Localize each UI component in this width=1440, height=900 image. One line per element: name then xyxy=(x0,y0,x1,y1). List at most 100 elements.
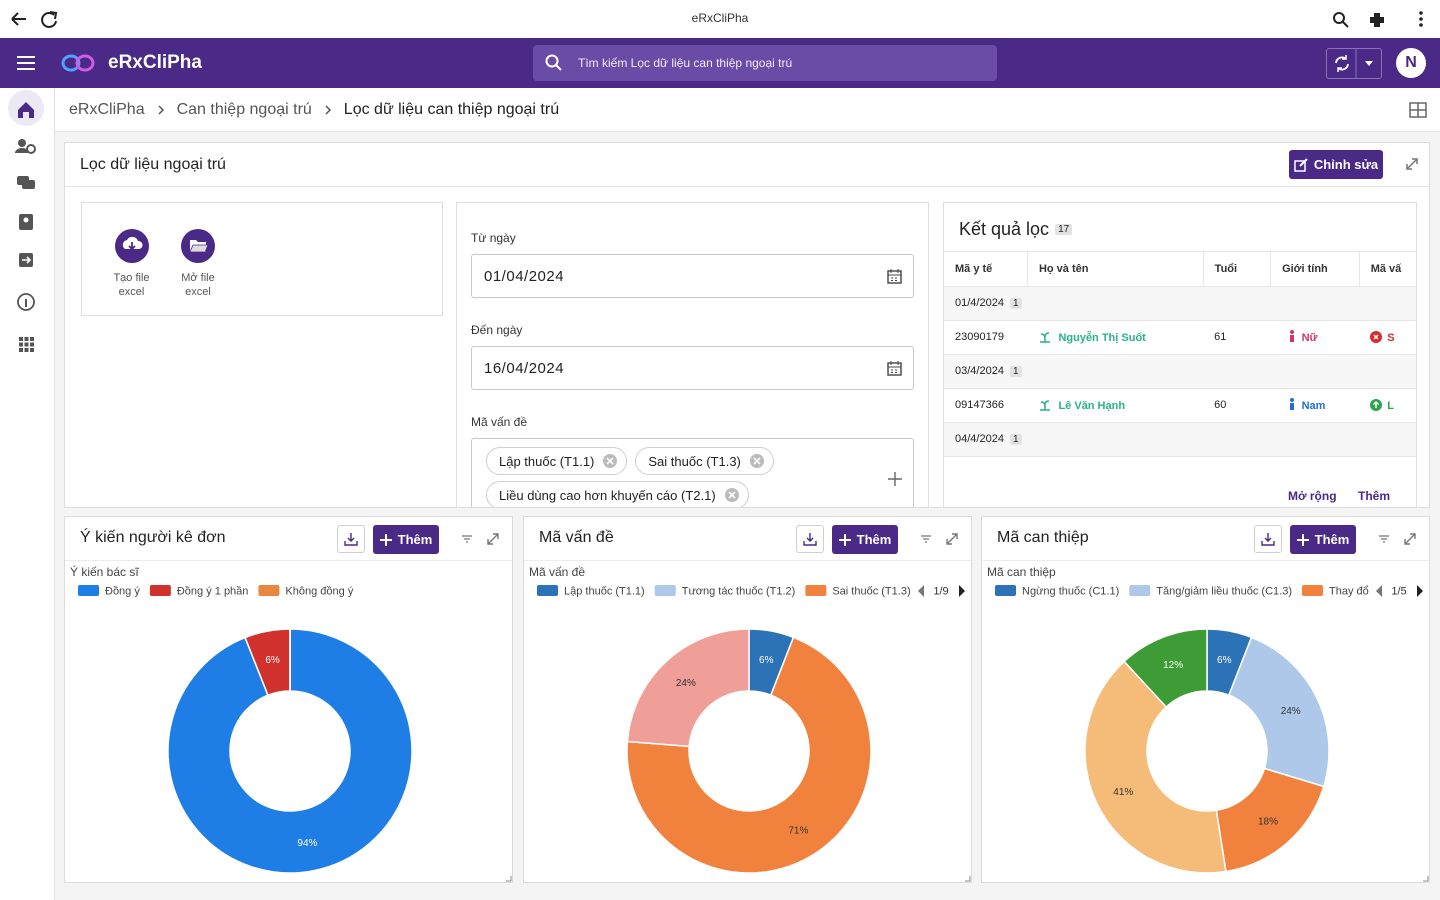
legend-prev[interactable] xyxy=(918,585,924,597)
legend-label[interactable]: Lập thuốc (T1.1) xyxy=(564,586,645,598)
add-button[interactable]: Thêm xyxy=(832,525,898,554)
tag[interactable]: Sai thuốc (T1.3) xyxy=(635,447,774,475)
filter-icon xyxy=(462,535,472,543)
browser-icons[interactable] xyxy=(1330,9,1430,31)
gender-icon xyxy=(1289,330,1294,342)
browser-title: eRxCliPha xyxy=(691,11,749,25)
slice-label: 41% xyxy=(1113,787,1133,798)
status-icon xyxy=(1370,330,1383,343)
data-row[interactable]: 23090179 Nguyễn Thị Suốt 61 Nữ S xyxy=(944,320,1416,355)
legend-label[interactable]: Tăng/giảm liều thuốc (C1.3) xyxy=(1156,586,1292,598)
legend-page: 1/5 xyxy=(1391,586,1406,598)
panel-icons[interactable] xyxy=(460,532,500,546)
plus-icon xyxy=(379,533,392,546)
legend-swatch xyxy=(995,585,1016,596)
calendar-icons[interactable] xyxy=(887,268,903,378)
slice-label: 6% xyxy=(265,655,280,666)
layout-icon[interactable] xyxy=(1409,102,1427,118)
browser-bar: eRxCliPha xyxy=(0,0,1440,38)
date-input[interactable]: 01/04/2024 xyxy=(471,254,914,298)
tag[interactable]: Liều dùng cao hơn khuyến cáo (T2.1) xyxy=(486,481,749,507)
legend-label[interactable]: Đồng ý 1 phần xyxy=(177,586,249,598)
group-cell: 04/4/2024 1 xyxy=(944,422,1416,457)
add-label: Thêm xyxy=(856,532,892,547)
group-row: 03/4/2024 1 xyxy=(944,354,1416,389)
sync-button[interactable] xyxy=(1326,48,1382,79)
slice-label: 94% xyxy=(297,838,317,849)
date-input[interactable]: 16/04/2024 xyxy=(471,346,914,390)
legend-next[interactable] xyxy=(1417,585,1423,597)
panel-icons[interactable] xyxy=(1377,532,1417,546)
separator xyxy=(158,105,164,115)
panel-header: Ý kiến người kê đơn Thêm xyxy=(65,517,512,561)
results-table: Mã y tế Họ và tên Tuổi Giới tính Mã vấ 01/4/2… xyxy=(944,252,1416,457)
tag-input[interactable]: Lập thuốc (T1.1) Sai thuốc (T1.3) Liều dùn… xyxy=(471,438,914,507)
patient-age: 61 xyxy=(1203,320,1271,355)
date-value: 16/04/2024 xyxy=(484,359,565,377)
filter-form: Từ ngày 01/04/2024 Đến ngày 16/04/2024 M… xyxy=(456,202,929,507)
tag-label: Sai thuốc (T1.3) xyxy=(648,453,741,469)
results-table-wrap: Mã y tế Họ và tên Tuổi Giới tính Mã vấ 01/4/2… xyxy=(944,251,1416,472)
resize-handle xyxy=(1423,876,1429,882)
legend-title: Mã can thiệp xyxy=(987,565,1056,579)
search-box[interactable]: Tìm kiếm Lọc dữ liệu can thiệp ngoại trú xyxy=(533,45,997,81)
chart-panel: Mã vấn đề Thêm Mã vấn đề Lập thuốc (T1.1) Tư… xyxy=(523,516,972,883)
download-button[interactable] xyxy=(796,525,824,553)
edit-button[interactable]: Chỉnh sửa xyxy=(1289,150,1383,179)
legend-label[interactable]: Thay đổi xyxy=(1329,586,1371,598)
chart-title: Mã can thiệp xyxy=(997,529,1089,546)
patient-icon xyxy=(1040,331,1051,343)
column-header: Giới tính xyxy=(1270,252,1360,287)
expand-icon[interactable] xyxy=(1405,157,1419,171)
legend-next[interactable] xyxy=(959,585,965,597)
panel-icons[interactable] xyxy=(919,532,959,546)
add-icon[interactable] xyxy=(888,472,902,486)
icon xyxy=(1040,399,1051,411)
legend-label[interactable]: Tương tác thuốc (T1.2) xyxy=(682,586,796,598)
legend-label[interactable]: Sai thuốc (T1.3) xyxy=(832,586,910,598)
breadcrumb-item[interactable]: eRxCliPha xyxy=(69,101,145,118)
patient-name-text: Nguyễn Thị Suốt xyxy=(1058,331,1146,344)
add-button[interactable]: Thêm xyxy=(1290,525,1356,554)
slice-label: 71% xyxy=(788,825,808,836)
tag-remove[interactable] xyxy=(749,453,765,469)
download-button[interactable] xyxy=(337,525,365,553)
sync-icon xyxy=(1335,49,1373,78)
tag-list: Lập thuốc (T1.1) Sai thuốc (T1.3) Liều dùn… xyxy=(486,447,866,507)
tag-remove[interactable] xyxy=(724,487,740,503)
avatar[interactable]: N xyxy=(1396,48,1426,78)
tag-label: Lập thuốc (T1.1) xyxy=(499,453,595,469)
field-label: Từ ngày xyxy=(471,231,516,245)
tag[interactable]: Lập thuốc (T1.1) xyxy=(486,447,628,475)
legend-prev[interactable] xyxy=(1376,585,1382,597)
menu-icon[interactable] xyxy=(17,55,35,71)
sidebar-icons[interactable] xyxy=(0,88,55,368)
expand-link[interactable]: Mở rộng xyxy=(1288,489,1337,503)
add-button[interactable]: Thêm xyxy=(373,525,439,554)
file-action[interactable]: Mở file excel xyxy=(172,229,224,299)
chart-title: Mã vấn đề xyxy=(539,529,614,546)
breadcrumb-item[interactable]: Can thiệp ngoại trú xyxy=(176,101,312,118)
tag-remove[interactable] xyxy=(602,453,618,469)
legend-label[interactable]: Không đồng ý xyxy=(285,586,353,598)
legend-label[interactable]: Đồng ý xyxy=(105,586,140,598)
patient-name: Lê Văn Hạnh xyxy=(1027,388,1204,423)
data-row[interactable]: 09147366 Lê Văn Hạnh 60 Nam L xyxy=(944,388,1416,423)
chart-panel: Ý kiến người kê đơn Thêm Ý kiến bác sĩ Đồng… xyxy=(64,516,513,883)
nav-icons[interactable] xyxy=(8,8,60,30)
legend-title: Ý kiến bác sĩ xyxy=(70,564,139,579)
legend-label[interactable]: Ngừng thuốc (C1.1) xyxy=(1022,586,1119,598)
download-button[interactable] xyxy=(1254,525,1282,553)
more-link[interactable]: Thêm xyxy=(1358,489,1391,503)
problem-text: L xyxy=(1387,399,1394,412)
legend-title: Mã vấn đề xyxy=(529,565,585,579)
file-action[interactable]: Tạo file excel xyxy=(104,229,159,299)
results-title-text: Kết quả lọc xyxy=(959,219,1050,239)
breadcrumb: eRxCliPha Can thiệp ngoại trú Lọc dữ liệ… xyxy=(55,88,1440,132)
group-count: 1 xyxy=(1009,366,1022,377)
breadcrumb-items: eRxCliPha Can thiệp ngoại trú Lọc dữ liệ… xyxy=(69,101,559,119)
slice-label: 6% xyxy=(1217,655,1232,666)
chart-panel: Mã can thiệp Thêm Mã can thiệp Ngừng thuốc … xyxy=(981,516,1430,883)
column-header: Họ và tên xyxy=(1027,252,1204,287)
app-name: eRxCliPha xyxy=(108,52,202,73)
